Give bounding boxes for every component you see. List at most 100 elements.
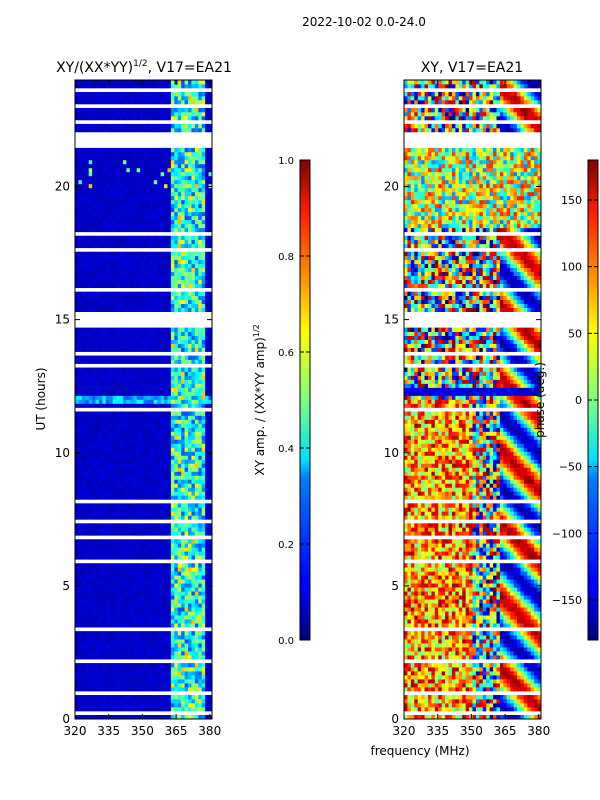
heatmap-cell — [75, 699, 79, 704]
heatmap-cell — [133, 367, 137, 372]
heatmap-cell — [198, 239, 203, 245]
heatmap-cell — [140, 263, 144, 269]
heatmap-cell — [146, 415, 151, 420]
heatmap-cell — [146, 443, 151, 448]
heatmap-cell — [136, 211, 141, 217]
heatmap-cell — [98, 663, 103, 668]
heatmap-cell — [208, 547, 213, 552]
heatmap-cell — [112, 271, 117, 277]
heatmap-cell — [208, 339, 213, 344]
heatmap-cell — [194, 547, 199, 552]
heatmap-cell — [184, 599, 189, 604]
heatmap-cell — [109, 667, 114, 672]
heatmap-cell — [181, 307, 185, 312]
heatmap-cell — [146, 163, 151, 169]
heatmap-cell — [133, 303, 137, 308]
heatmap-cell — [208, 203, 213, 209]
heatmap-cell — [188, 455, 192, 460]
heatmap-cell — [92, 503, 96, 508]
heatmap-cell — [78, 583, 83, 588]
heatmap-cell — [122, 267, 127, 273]
heatmap-cell — [157, 591, 161, 596]
heatmap-cell — [198, 391, 203, 396]
heatmap-cell — [170, 415, 175, 420]
heatmap-cell — [177, 423, 182, 428]
heatmap-cell — [140, 511, 144, 516]
heatmap-cell — [81, 199, 86, 205]
heatmap-cell — [129, 375, 134, 380]
heatmap-cell — [153, 647, 158, 652]
heatmap-cell — [85, 159, 90, 165]
heatmap-cell — [136, 603, 141, 608]
heatmap-cell — [201, 339, 206, 344]
heatmap-cell — [150, 275, 155, 281]
heatmap-cell — [191, 655, 196, 660]
heatmap-cell — [143, 643, 148, 648]
heatmap-cell — [160, 371, 165, 376]
heatmap-cell — [140, 503, 144, 508]
heatmap-cell — [184, 279, 189, 285]
heatmap-cell — [146, 531, 151, 536]
heatmap-cell — [119, 395, 124, 400]
heatmap-cell — [181, 191, 185, 197]
heatmap-cell — [188, 155, 192, 161]
heatmap-cell — [105, 183, 110, 189]
heatmap-cell — [164, 271, 168, 277]
heatmap-cell — [143, 375, 148, 380]
heatmap-cell — [201, 255, 206, 261]
heatmap-cell — [177, 599, 182, 604]
heatmap-cell — [174, 159, 179, 165]
heatmap-cell — [164, 155, 168, 161]
heatmap-cell — [150, 263, 155, 269]
heatmap-cell — [167, 355, 172, 360]
heatmap-cell — [201, 367, 206, 372]
heatmap-cell — [181, 479, 185, 484]
heatmap-cell — [126, 295, 131, 300]
heatmap-cell — [133, 467, 137, 472]
heatmap-cell — [75, 207, 79, 213]
heatmap-cell — [81, 467, 86, 472]
heatmap-cell — [181, 511, 185, 516]
heatmap-cell — [85, 647, 90, 652]
heatmap-cell — [143, 419, 148, 424]
heatmap-cell — [88, 467, 93, 472]
heatmap-cell — [116, 359, 120, 364]
heatmap-cell — [119, 683, 124, 688]
heatmap-cell — [150, 271, 155, 277]
heatmap-cell — [181, 671, 185, 676]
heatmap-cell — [140, 619, 144, 624]
heatmap-cell — [133, 223, 137, 229]
heatmap-cell — [170, 607, 175, 612]
heatmap-cell — [198, 547, 203, 552]
heatmap-cell — [92, 163, 96, 169]
heatmap-cell — [181, 235, 185, 241]
heatmap-cell — [88, 495, 93, 500]
heatmap-cell — [181, 419, 185, 424]
heatmap-cell — [109, 271, 114, 277]
heatmap-cell — [119, 595, 124, 600]
heatmap-cell — [92, 667, 96, 672]
heatmap-cell — [122, 191, 127, 197]
heatmap-cell — [95, 307, 100, 312]
heatmap-cell — [177, 607, 182, 612]
heatmap-cell — [205, 395, 209, 400]
heatmap-cell — [153, 251, 158, 257]
heatmap-cell — [157, 475, 161, 480]
heatmap-cell — [133, 539, 137, 544]
heatmap-cell — [95, 355, 100, 360]
heatmap-cell — [109, 683, 114, 688]
heatmap-cell — [112, 451, 117, 456]
heatmap-cell — [198, 387, 203, 392]
heatmap-cell — [116, 279, 120, 285]
heatmap-cell — [184, 667, 189, 672]
heatmap-cell — [150, 431, 155, 436]
heatmap-cell — [92, 383, 96, 388]
heatmap-cell — [85, 547, 90, 552]
heatmap-cell — [208, 435, 213, 440]
heatmap-cell — [129, 503, 134, 508]
heatmap-cell — [75, 443, 79, 448]
heatmap-cell — [81, 147, 86, 153]
heatmap-cell — [126, 695, 131, 700]
heatmap-cell — [119, 255, 124, 261]
heatmap-cell — [181, 151, 185, 157]
